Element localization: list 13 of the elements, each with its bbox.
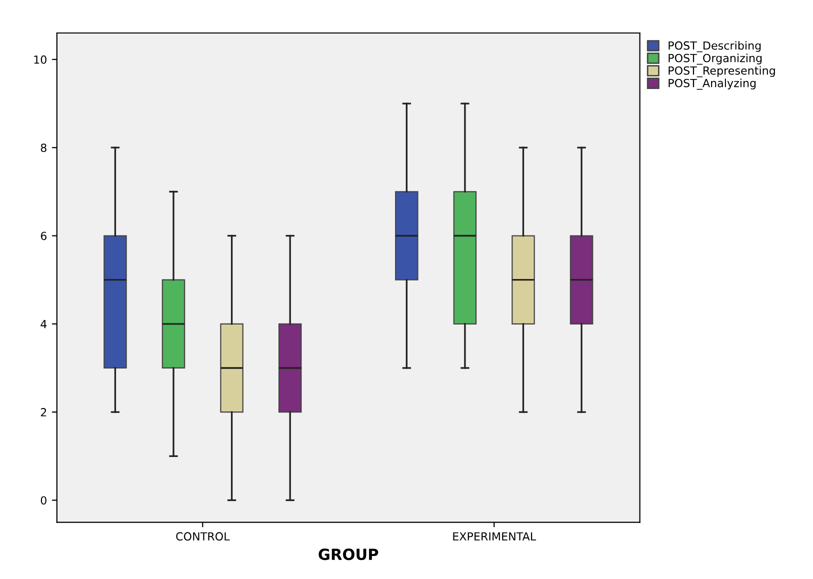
legend-label: POST_Representing [668, 66, 775, 78]
x-tick-label: CONTROL [176, 532, 230, 541]
y-tick-label: 4 [40, 320, 47, 328]
y-tick-label: 8 [40, 144, 46, 152]
legend-label: POST_Organizing [668, 54, 762, 65]
y-tick-label: 0 [40, 496, 46, 505]
x-axis-title: GROUP [318, 548, 378, 560]
y-tick-label: 2 [40, 408, 46, 416]
x-tick-label: EXPERIMENTAL [453, 532, 536, 540]
y-tick-label: 6 [40, 232, 46, 240]
y-tick-label: 10 [34, 55, 46, 64]
legend-label: POST_Analyzing [668, 78, 756, 90]
legend-label: POST_Describing [668, 41, 761, 52]
